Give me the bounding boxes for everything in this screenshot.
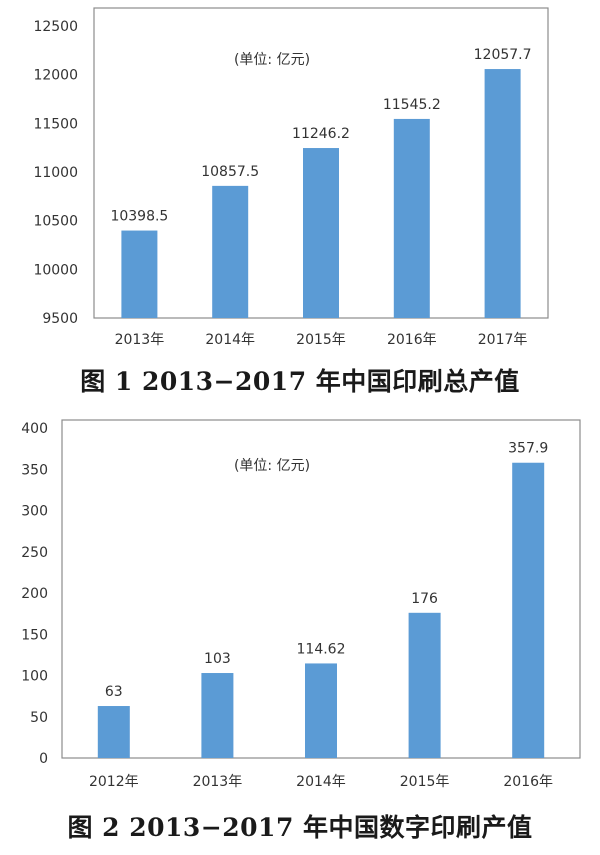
bar <box>303 148 339 318</box>
y-tick-label: 10000 <box>33 262 78 278</box>
x-category-label: 2015年 <box>296 332 346 348</box>
bar <box>121 230 158 318</box>
chart-2: 0 50 100 150 200 250 300 350 400 (单位: 亿元) 63 2012年 1… <box>0 408 600 803</box>
bar <box>512 462 545 758</box>
y-tick-label: 9500 <box>42 311 78 327</box>
unit-note: (单位: 亿元) <box>234 52 310 68</box>
chart-1: 9500 10000 10500 11000 11500 12000 12500 (单位: 亿… <box>0 0 600 360</box>
unit-note: (单位: 亿元) <box>234 458 310 474</box>
bar-value-label: 11246.2 <box>292 126 350 142</box>
bar <box>201 673 234 758</box>
y-tick-label: 12000 <box>33 68 78 84</box>
y-tick-label: 350 <box>21 462 48 478</box>
y-tick-label: 300 <box>21 504 48 520</box>
bar-value-label: 10857.5 <box>201 164 259 180</box>
x-category-label: 2016年 <box>387 332 437 348</box>
bar-value-label: 11545.2 <box>383 97 441 113</box>
y-tick-label: 400 <box>21 421 48 437</box>
x-category-label: 2013年 <box>193 774 243 790</box>
bar <box>484 69 521 318</box>
bar-value-label: 176 <box>411 591 438 607</box>
bar <box>97 706 130 758</box>
bar-value-label: 63 <box>105 684 123 700</box>
bar-value-label: 12057.7 <box>474 47 532 63</box>
x-category-label: 2016年 <box>503 774 553 790</box>
y-tick-label: 10500 <box>33 214 78 230</box>
bar-value-label: 114.62 <box>297 641 346 657</box>
bar <box>212 185 249 318</box>
bar <box>393 118 430 318</box>
chart-2-plot: 0 50 100 150 200 250 300 350 400 (单位: 亿元) 63 2012年 1… <box>21 419 581 790</box>
x-category-label: 2012年 <box>89 774 139 790</box>
bar-value-label: 10398.5 <box>110 209 168 225</box>
y-tick-label: 150 <box>21 627 48 643</box>
y-tick-label: 11500 <box>33 116 78 132</box>
chart-2-caption: 图 2 2013−2017 年中国数字印刷产值 <box>67 813 533 842</box>
y-tick-label: 11000 <box>33 165 78 181</box>
bar-value-label: 357.9 <box>508 441 548 457</box>
y-tick-label: 0 <box>39 751 48 767</box>
y-tick-label: 100 <box>21 669 48 685</box>
x-category-label: 2014年 <box>296 774 346 790</box>
x-category-label: 2014年 <box>205 332 255 348</box>
y-tick-label: 250 <box>21 545 48 561</box>
bar <box>305 663 337 758</box>
y-tick-label: 12500 <box>33 19 78 35</box>
y-tick-label: 200 <box>21 586 48 602</box>
y-tick-label: 50 <box>30 710 48 726</box>
x-category-label: 2013年 <box>115 332 165 348</box>
x-category-label: 2017年 <box>478 332 528 348</box>
x-category-label: 2015年 <box>400 774 450 790</box>
bar-value-label: 103 <box>204 651 231 667</box>
bar <box>408 612 441 758</box>
chart-1-caption: 图 1 2013−2017 年中国印刷总产值 <box>80 367 520 396</box>
chart-1-plot: 9500 10000 10500 11000 11500 12000 12500 (单位: 亿… <box>33 7 549 348</box>
